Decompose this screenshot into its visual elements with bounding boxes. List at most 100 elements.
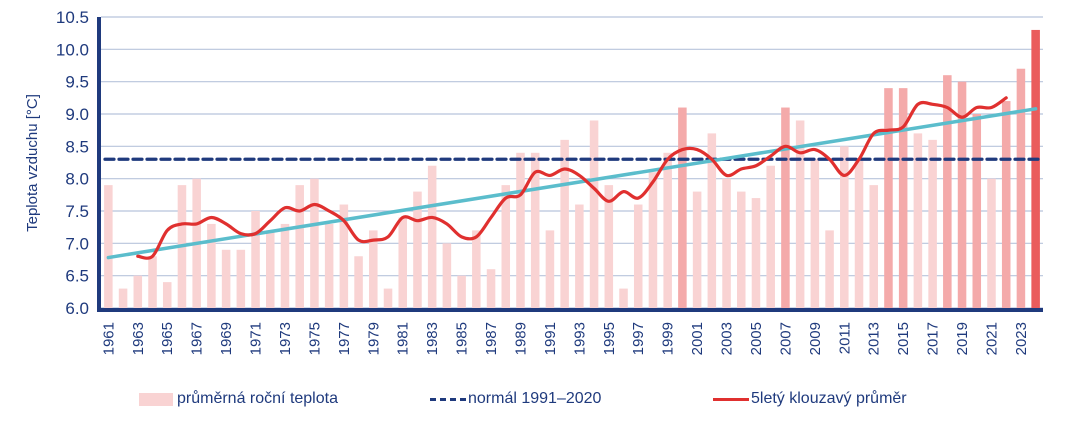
legend-item-normal: normál 1991–2020 xyxy=(430,390,601,408)
x-tick-label: 1991 xyxy=(542,322,559,355)
legend-swatch-bar xyxy=(139,392,173,406)
x-tick-label: 1989 xyxy=(512,322,529,355)
legend-label: normál 1991–2020 xyxy=(468,390,602,407)
legend: průměrná roční teplota normál 1991–2020 … xyxy=(0,390,1065,416)
axes xyxy=(97,17,1043,312)
bar-1985 xyxy=(457,275,466,308)
bar-2020 xyxy=(972,114,982,308)
trend-line-path xyxy=(106,107,1038,260)
x-tick-label: 2011 xyxy=(836,322,853,354)
bar-1972 xyxy=(265,230,275,308)
bar-1988 xyxy=(501,185,511,308)
y-tick-label: 10.0 xyxy=(56,40,89,59)
x-tick-label: 2021 xyxy=(983,322,1000,355)
x-tick-label: 2009 xyxy=(807,322,824,355)
x-tick-label: 1983 xyxy=(424,322,441,355)
bar-2008 xyxy=(795,120,805,308)
bar-1982 xyxy=(413,191,422,308)
x-tick-label: 1981 xyxy=(395,322,412,355)
bar-1980 xyxy=(383,288,393,308)
y-tick-label: 6.0 xyxy=(65,299,89,318)
x-tick-label: 1975 xyxy=(306,322,323,355)
y-tick-labels: 6.0 6.5 7.0 7.5 8.0 8.5 9.0 9.5 10.0 10.5 xyxy=(56,8,89,318)
bar-2006 xyxy=(766,165,775,308)
bar-1968 xyxy=(207,223,216,308)
y-tick-label: 6.5 xyxy=(65,267,89,286)
x-tick-labels: 1961 1963 1965 1967 1969 1971 1973 1975 1977 1979… xyxy=(100,322,1030,355)
bar-1993 xyxy=(575,204,584,308)
x-tick-label: 1985 xyxy=(454,322,471,355)
x-tick-label: 1995 xyxy=(601,322,618,355)
y-tick-label: 9.0 xyxy=(65,105,89,124)
bar-2007 xyxy=(781,107,790,309)
y-tick-label: 9.5 xyxy=(65,73,89,92)
bar-2010 xyxy=(825,230,834,308)
legend-item-annual: průměrná roční teplota xyxy=(139,390,338,408)
legend-swatch-dashed xyxy=(430,397,466,401)
bar-1969 xyxy=(221,249,231,308)
bar-1989 xyxy=(516,152,525,308)
x-tick-label: 1969 xyxy=(218,322,235,355)
bar-1976 xyxy=(324,223,334,308)
bar-1962 xyxy=(118,288,128,308)
x-tick-label: 1961 xyxy=(100,322,117,355)
bar-1965 xyxy=(162,282,172,308)
x-tick-label: 2017 xyxy=(925,322,942,355)
bar-2019 xyxy=(957,81,967,309)
bar-1987 xyxy=(486,269,496,308)
bar-2000 xyxy=(678,107,687,309)
y-tick-label: 7.0 xyxy=(65,234,89,253)
bar-2017 xyxy=(928,139,937,308)
legend-label: 5letý klouzavý průměr xyxy=(751,390,907,407)
bar-1999 xyxy=(663,152,672,308)
x-tick-label: 2019 xyxy=(954,322,971,355)
bar-1974 xyxy=(295,185,304,308)
legend-label: průměrná roční teplota xyxy=(177,390,338,407)
bar-2001 xyxy=(692,191,702,308)
bar-1986 xyxy=(472,230,481,308)
bar-1995 xyxy=(604,185,614,308)
bar-2022 xyxy=(1001,101,1011,308)
x-tick-label: 1971 xyxy=(248,322,265,355)
temperature-chart: 6.06.57.07.58.08.59.09.510.010.5 1961 196… xyxy=(24,8,1045,355)
bar-1992 xyxy=(560,139,569,308)
bar-1977 xyxy=(339,204,349,308)
bar-1996 xyxy=(619,288,628,308)
bar-2009 xyxy=(810,159,820,308)
x-tick-label: 1967 xyxy=(189,322,206,355)
y-tick-label: 8.0 xyxy=(65,170,89,189)
x-tick-label: 1977 xyxy=(336,322,353,355)
bar-1997 xyxy=(633,204,643,308)
bar-1971 xyxy=(251,211,260,308)
bar-2013 xyxy=(869,185,879,308)
y-axis-title: Teplota vzduchu [°C] xyxy=(24,94,41,232)
bar-1973 xyxy=(280,223,290,308)
x-tick-label: 1973 xyxy=(277,322,294,355)
bar-1984 xyxy=(442,243,452,308)
x-tick-label: 2015 xyxy=(895,322,912,355)
x-tick-label: 1979 xyxy=(365,322,382,355)
x-tick-label: 1987 xyxy=(483,322,500,355)
y-tick-label: 8.5 xyxy=(65,137,89,156)
x-tick-label: 2001 xyxy=(689,322,706,355)
bar-1983 xyxy=(427,165,437,308)
y-tick-label: 10.5 xyxy=(56,8,89,27)
x-tick-label: 2005 xyxy=(748,322,765,355)
bars xyxy=(104,29,1040,309)
bar-2003 xyxy=(722,178,731,308)
bar-2023 xyxy=(1016,68,1026,308)
x-tick-label: 2023 xyxy=(1013,322,1030,355)
x-tick-label: 1997 xyxy=(630,322,647,355)
x-tick-label: 1999 xyxy=(660,322,677,355)
bar-1994 xyxy=(589,120,599,308)
bar-2021 xyxy=(987,178,996,308)
bar-2015 xyxy=(898,88,908,308)
x-tick-label: 1963 xyxy=(130,322,147,355)
bar-2005 xyxy=(751,198,761,308)
bar-1975 xyxy=(310,178,319,308)
bar-2018 xyxy=(943,75,952,308)
bar-1981 xyxy=(398,217,408,308)
bar-1979 xyxy=(369,230,378,308)
bar-2002 xyxy=(707,133,717,308)
bar-2016 xyxy=(913,133,923,308)
